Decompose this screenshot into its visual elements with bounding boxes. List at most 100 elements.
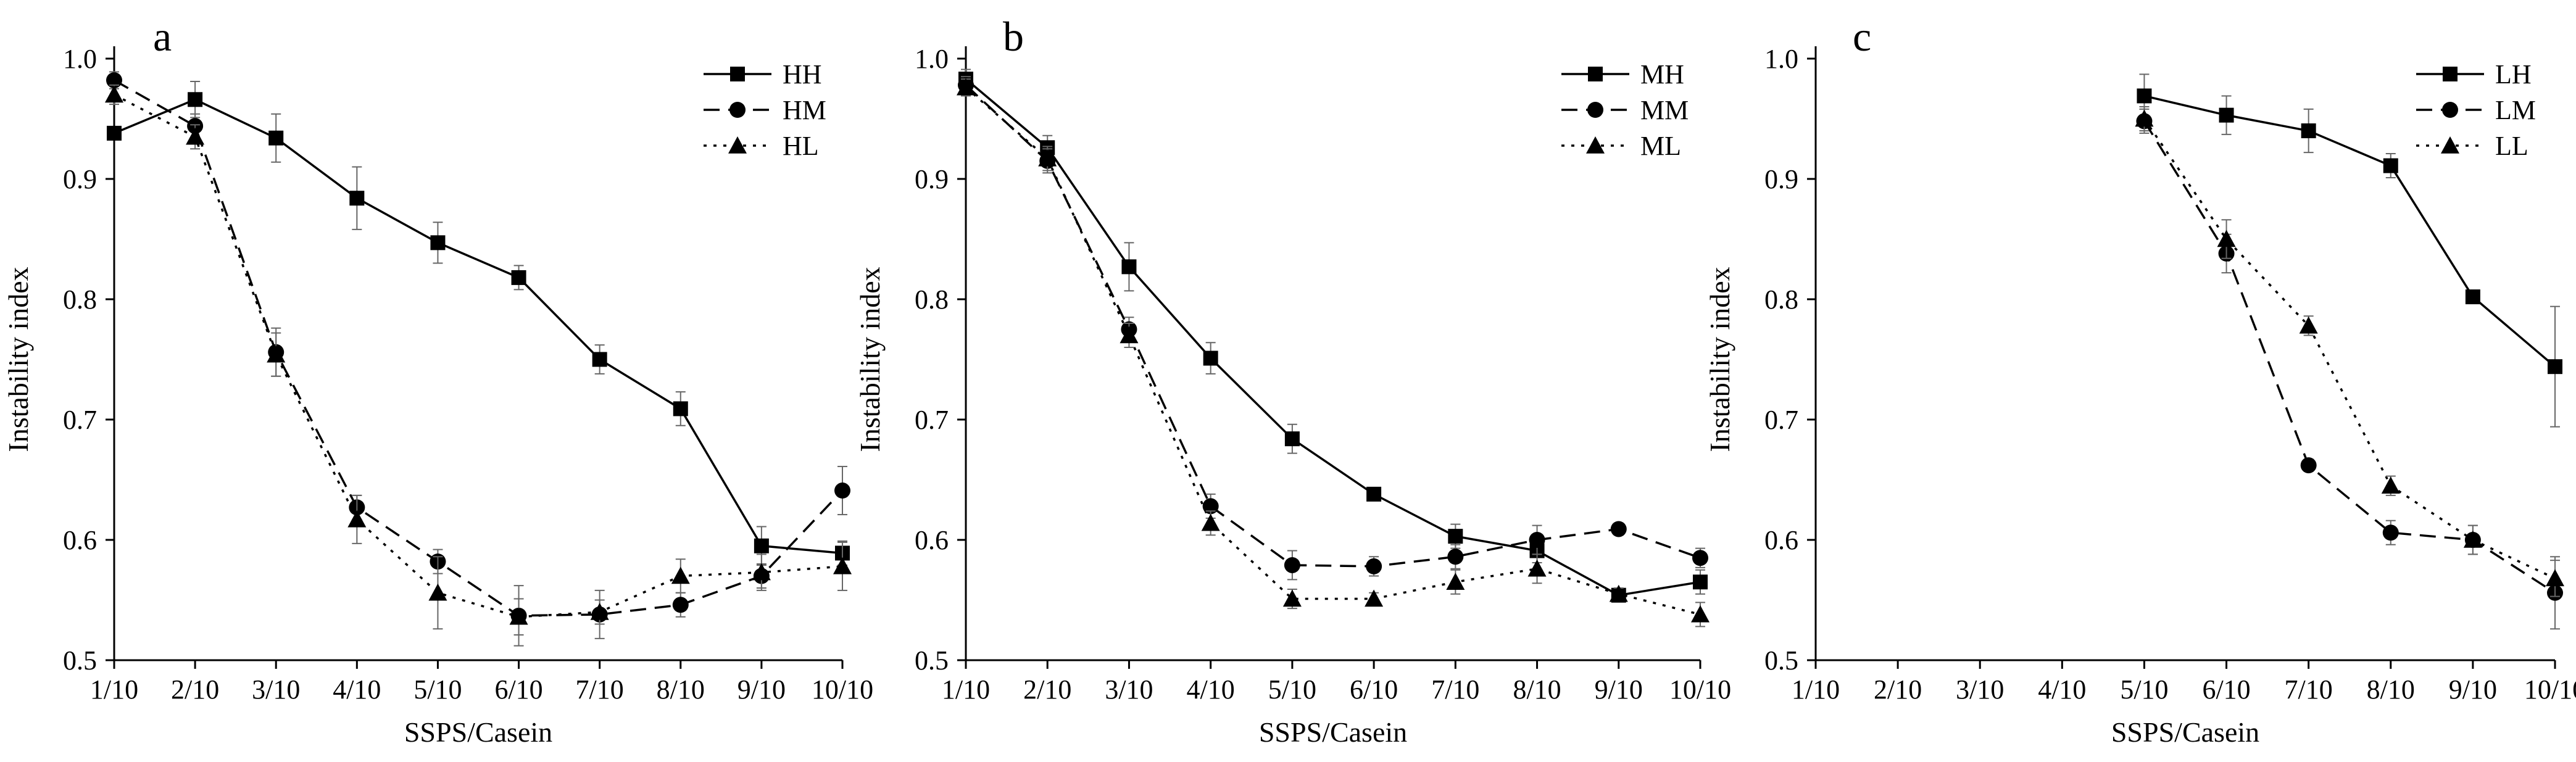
data-point-HH [349, 191, 365, 206]
x-tick-label: 7/10 [576, 674, 624, 705]
data-point-HH [268, 130, 284, 146]
x-tick-label: 3/10 [1956, 674, 2004, 705]
data-point-LH [2465, 289, 2480, 305]
data-point-LL [2381, 476, 2400, 494]
x-tick-label: 7/10 [1431, 674, 1479, 705]
x-tick-label: 1/10 [1792, 674, 1840, 705]
data-point-HL [833, 557, 852, 574]
data-point-HH [511, 270, 526, 285]
x-tick-label: 5/10 [1268, 674, 1316, 705]
data-point-HH [754, 538, 769, 553]
x-axis-title: SSPS/Casein [1259, 716, 1407, 748]
data-point-MH [1121, 259, 1137, 275]
y-axis-title: Instability index [854, 267, 886, 452]
data-point-HM [106, 72, 122, 89]
series-LL [2135, 106, 2564, 597]
y-tick-label: 1.0 [1764, 44, 1798, 74]
series-HM [106, 71, 850, 647]
data-point-ML [1446, 573, 1465, 590]
y-axis-title: Instability index [2, 267, 34, 452]
legend-marker-LL [2441, 136, 2459, 154]
y-tick-label: 0.6 [915, 525, 949, 555]
data-point-HL [186, 127, 205, 145]
legend: LH LM LL [2416, 59, 2536, 161]
data-point-ML [1365, 589, 1384, 607]
data-point-HH [592, 352, 607, 367]
data-point-LL [2546, 569, 2564, 587]
y-tick-label: 0.8 [915, 284, 949, 315]
series-line-LL [2143, 118, 2556, 579]
data-point-HL [267, 345, 286, 363]
data-point-ML [1038, 149, 1057, 167]
panel-letter: c [1853, 13, 1871, 60]
x-tick-label: 9/10 [2449, 674, 2497, 705]
y-tick-label: 0.9 [915, 164, 949, 194]
x-axis-title: SSPS/Casein [404, 716, 552, 748]
data-point-MH [1448, 529, 1463, 544]
y-tick-label: 0.9 [1764, 164, 1798, 194]
legend-label-HM: HM [783, 95, 826, 125]
data-point-HL [428, 583, 447, 601]
x-tick-label: 1/10 [90, 674, 138, 705]
legend-marker-LM [2442, 102, 2458, 118]
series-line-MH [965, 78, 1701, 597]
x-tick-label: 3/10 [1105, 674, 1153, 705]
y-tick-label: 0.9 [63, 164, 97, 194]
x-tick-label: 10/10 [812, 674, 873, 705]
legend-marker-MM [1587, 102, 1603, 118]
series-line-LM [2143, 120, 2556, 594]
legend-marker-HH [730, 67, 745, 81]
data-point-LL [2135, 109, 2154, 127]
x-tick-label: 7/10 [2285, 674, 2333, 705]
data-point-MM [1366, 558, 1382, 574]
data-point-ML [1282, 589, 1302, 607]
x-tick-label: 8/10 [1513, 674, 1561, 705]
legend: HH HM HL [704, 59, 826, 161]
data-point-ML [1609, 584, 1628, 602]
x-tick-label: 10/10 [2524, 674, 2576, 705]
data-point-ML [1201, 513, 1220, 531]
y-tick-label: 0.5 [63, 645, 97, 676]
x-tick-label: 6/10 [1350, 674, 1398, 705]
series-line-MM [965, 84, 1701, 568]
data-point-LL [2299, 316, 2318, 334]
y-tick-label: 0.8 [63, 284, 97, 315]
x-tick-label: 5/10 [2120, 674, 2168, 705]
legend-label-HL: HL [783, 131, 819, 161]
data-point-HH [107, 125, 122, 141]
data-point-MH [1366, 486, 1382, 502]
series-line-LH [2144, 94, 2556, 368]
panel-c: 1/10 2/10 3/10 4/10 5/10 6/10 7/10 8/10 9/10 10/1… [1704, 13, 2576, 748]
series-HH [107, 81, 850, 566]
data-point-LH [2219, 107, 2234, 123]
series-line-HM [114, 79, 844, 617]
data-point-MH [1284, 431, 1300, 447]
data-point-MM [1447, 549, 1464, 565]
x-tick-label: 5/10 [413, 674, 462, 705]
x-tick-label: 4/10 [333, 674, 381, 705]
data-point-LH [2383, 158, 2398, 173]
data-point-HM [672, 597, 689, 613]
legend-label-ML: ML [1640, 131, 1681, 161]
data-point-HL [590, 603, 609, 620]
x-tick-label: 9/10 [1595, 674, 1643, 705]
data-point-LM [2300, 457, 2317, 474]
data-point-HH [188, 92, 203, 107]
legend-label-LL: LL [2495, 131, 2528, 161]
y-tick-label: 0.5 [1764, 645, 1798, 676]
x-axis-title: SSPS/Casein [2111, 716, 2259, 748]
y-tick-label: 1.0 [915, 44, 949, 74]
data-point-ML [957, 78, 975, 96]
y-tick-label: 0.7 [915, 405, 949, 435]
data-point-MM [1610, 521, 1627, 537]
data-point-HH [673, 401, 688, 416]
legend-label-HH: HH [783, 59, 822, 89]
legend: MH MM ML [1561, 59, 1689, 161]
x-tick-label: 8/10 [657, 674, 705, 705]
x-tick-label: 2/10 [1874, 674, 1922, 705]
y-tick-label: 0.6 [63, 525, 97, 555]
data-point-MM [1284, 557, 1300, 573]
x-tick-label: 6/10 [2202, 674, 2250, 705]
data-point-LL [2217, 230, 2236, 247]
series-HL [105, 84, 852, 636]
